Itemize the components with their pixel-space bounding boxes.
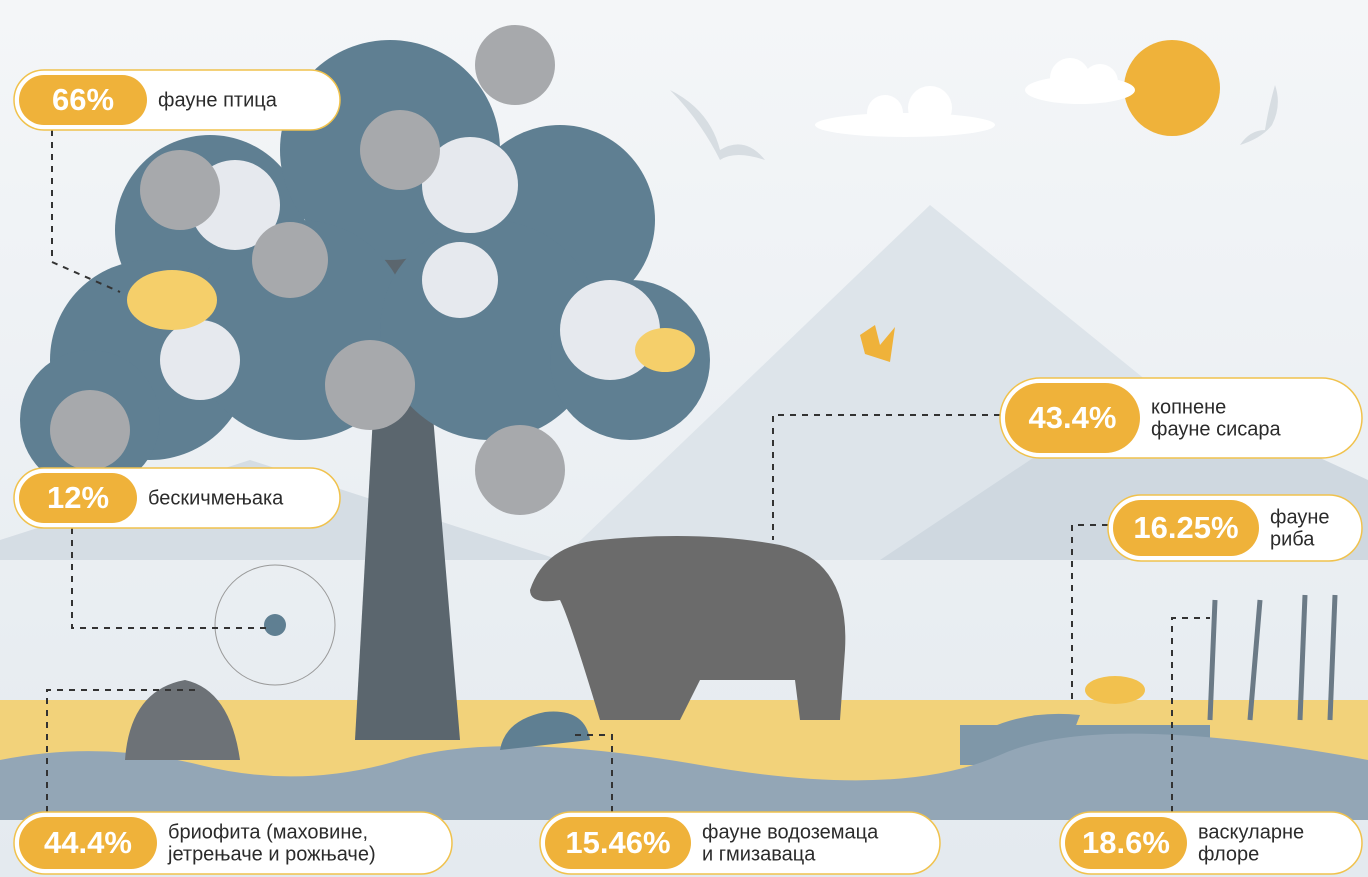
description: бриофита (маховине, <box>168 821 368 843</box>
percent-value: 15.46% <box>565 825 670 860</box>
description: риба <box>1270 528 1315 550</box>
percent-value: 18.6% <box>1082 825 1170 860</box>
description: васкуларне <box>1198 821 1304 843</box>
percent-value: 12% <box>47 480 109 515</box>
description: фауне сисара <box>1151 418 1281 440</box>
description: фауне водоземаца <box>702 821 879 843</box>
infographic: 66% фауне птица 12% бескичмењака 43.4% копнен… <box>0 0 1368 877</box>
description: копнене <box>1151 396 1226 418</box>
percent-value: 44.4% <box>44 825 132 860</box>
description: флоре <box>1198 843 1259 865</box>
percent-value: 43.4% <box>1029 400 1117 435</box>
description: бескичмењака <box>148 487 284 509</box>
percent-value: 16.25% <box>1133 510 1238 545</box>
description: фауне птица <box>158 89 278 111</box>
percent-value: 66% <box>52 82 114 117</box>
description: фауне <box>1270 506 1330 528</box>
description: и гмизаваца <box>702 843 816 865</box>
description: јетрењаче и рожњаче) <box>167 843 376 865</box>
